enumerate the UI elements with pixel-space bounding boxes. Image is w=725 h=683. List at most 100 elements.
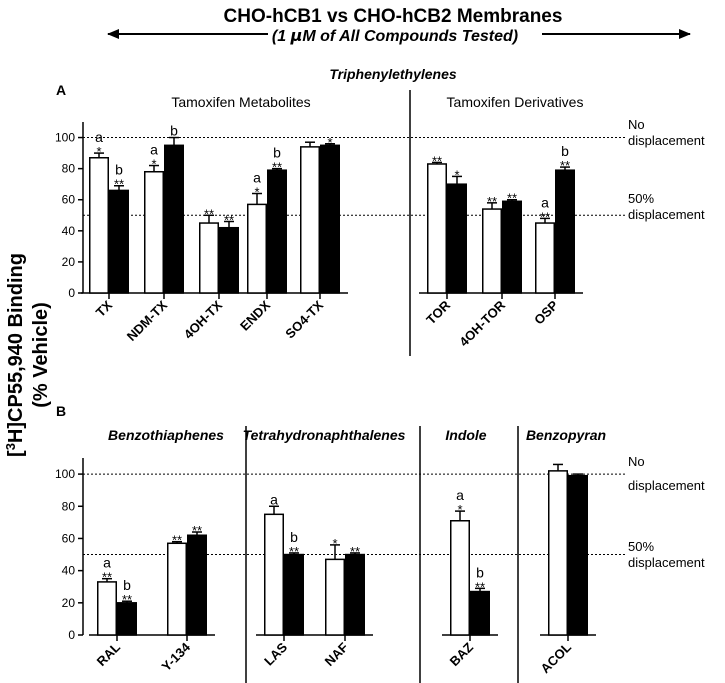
ref-label-no-displacement-b2: displacement: [628, 478, 705, 493]
y-tick-label: 60: [62, 193, 76, 207]
group-letter-label: a: [103, 555, 111, 571]
group-indole: Indole: [445, 427, 486, 443]
x-tick-label-naf: NAF: [322, 639, 352, 669]
group-tetrahydronaphthalenes: Tetrahydronaphthalenes: [243, 427, 406, 443]
group-letter-label: b: [123, 577, 131, 593]
bar-tx-cb1: [89, 157, 109, 294]
x-tick-label-acol: ACOL: [537, 639, 574, 676]
panel-a: A Triphenylethylenes Tamoxifen Metabolit…: [55, 66, 705, 356]
bar-endx-cb1: [247, 203, 267, 294]
panel-a-label: A: [56, 82, 66, 98]
bar-ral-cb2: [117, 602, 137, 636]
ref-label-half-displacement-b1: 50%: [628, 539, 654, 554]
bar-y-134-cb2: [187, 534, 207, 636]
significance-label: **: [224, 212, 234, 227]
ref-label-half-displacement-a1: 50%: [628, 191, 654, 206]
significance-label: **: [172, 533, 182, 548]
y-tick-label: 0: [68, 628, 75, 642]
y-tick-label: 20: [62, 255, 76, 269]
y-tick-label: 100: [55, 467, 75, 481]
x-tick-label-so4-tx: SO4-TX: [282, 297, 326, 341]
y-axis-title: [3H]CP55,940 Binding (% Vehicle): [3, 253, 52, 457]
y-axis-label-line2: (% Vehicle): [30, 302, 52, 408]
significance-label: *: [327, 135, 332, 150]
x-tick-label-y-134: Y-134: [158, 639, 193, 674]
x-tick-label-4oh-tx: 4OH-TX: [181, 297, 226, 342]
bar-acol-cb1: [548, 470, 568, 636]
significance-label: **: [432, 153, 442, 168]
significance-label: *: [254, 185, 259, 200]
x-tick-label-ral: RAL: [94, 639, 124, 669]
significance-label: **: [350, 544, 360, 559]
panel-a-title: Triphenylethylenes: [329, 66, 457, 82]
y-tick-label: 0: [68, 286, 75, 300]
y-tick-label: 40: [62, 224, 76, 238]
group-letter-label: a: [541, 194, 549, 210]
y-tick-label: 40: [62, 564, 76, 578]
bar-so4-tx-cb2: [320, 144, 340, 294]
bar-osp-cb2: [555, 169, 575, 294]
x-tick-label-tx: TX: [93, 297, 116, 320]
group-benzopyran: Benzopyran: [526, 427, 606, 443]
panel-b: B Benzothiaphenes Tetrahydronaphthalenes…: [55, 403, 705, 683]
bar-las-cb1: [264, 513, 284, 636]
group-letter-label: b: [290, 529, 298, 545]
significance-label: **: [289, 544, 299, 559]
significance-label: *: [454, 167, 459, 182]
bar-4oh-tor-cb1: [482, 208, 502, 294]
bar-endx-cb2: [267, 169, 287, 294]
significance-label: **: [475, 579, 485, 594]
significance-label: **: [540, 209, 550, 224]
significance-label: **: [507, 191, 517, 206]
significance-label: *: [151, 157, 156, 172]
group-letter-label: b: [115, 162, 123, 178]
bar-acol-cb2: [568, 474, 588, 636]
significance-label: *: [332, 536, 337, 551]
group-letter-label: a: [456, 487, 464, 503]
significance-label: **: [122, 592, 132, 607]
group-letter-label: a: [253, 170, 261, 186]
significance-label: **: [272, 160, 282, 175]
group-tamoxifen-metabolites: Tamoxifen Metabolites: [171, 94, 310, 110]
significance-label: **: [487, 194, 497, 209]
bar-4oh-tor-cb2: [502, 200, 522, 294]
y-tick-label: 100: [55, 131, 75, 145]
bar-ndm-tx-cb1: [144, 170, 164, 294]
group-tamoxifen-derivatives: Tamoxifen Derivatives: [447, 94, 584, 110]
bar-baz-cb1: [450, 520, 470, 636]
ref-label-no-displacement-b1: No: [628, 454, 645, 469]
group-letter-label: a: [95, 129, 103, 145]
figure-title: CHO-hCB1 vs CHO-hCB2 Membranes: [224, 6, 563, 27]
bar-tx-cb2: [109, 189, 129, 294]
x-tick-label-ndm-tx: NDM-TX: [124, 297, 171, 344]
bar-osp-cb1: [535, 222, 555, 294]
y-tick-label: 20: [62, 596, 76, 610]
bar-tor-cb2: [447, 183, 467, 294]
ref-label-half-displacement-b2: displacement: [628, 555, 705, 570]
group-letter-label: a: [150, 142, 158, 158]
bar-4oh-tx-cb2: [219, 226, 239, 294]
bar-y-134-cb1: [167, 542, 187, 636]
bar-naf-cb2: [345, 553, 365, 636]
group-letter-label: b: [273, 145, 281, 161]
ref-label-no-displacement-a1: No: [628, 117, 645, 132]
panel-b-label: B: [56, 403, 66, 419]
group-letter-label: a: [270, 491, 278, 507]
x-tick-label-tor: TOR: [423, 297, 453, 327]
y-tick-label: 80: [62, 499, 76, 513]
group-letter-label: b: [561, 143, 569, 159]
bar-so4-tx-cb1: [300, 146, 320, 294]
x-tick-label-osp: OSP: [531, 297, 561, 327]
significance-label: **: [204, 206, 214, 221]
group-letter-label: b: [170, 123, 178, 139]
significance-label: **: [114, 177, 124, 192]
figure-subtitle: (1 μM of All Compounds Tested): [272, 26, 518, 45]
bar-naf-cb1: [325, 558, 345, 636]
y-tick-label: 60: [62, 531, 76, 545]
group-benzothiaphenes: Benzothiaphenes: [108, 427, 224, 443]
y-tick-label: 80: [62, 162, 76, 176]
significance-label: **: [102, 570, 112, 585]
significance-label: *: [96, 144, 101, 159]
bar-baz-cb2: [470, 590, 490, 636]
